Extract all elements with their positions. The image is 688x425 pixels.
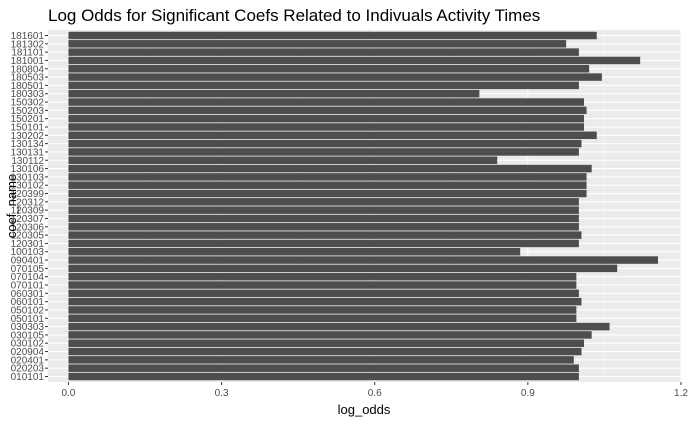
y-tick-label: 181001 <box>11 56 45 67</box>
chart-title: Log Odds for Significant Coefs Related t… <box>48 6 540 25</box>
y-tick-label: 100103 <box>11 247 45 258</box>
bars-group <box>68 31 659 381</box>
bar <box>68 65 590 73</box>
bar <box>68 314 577 323</box>
y-tick-label: 020203 <box>11 364 45 375</box>
bar <box>68 331 592 339</box>
y-tick-label: 030303 <box>11 322 45 333</box>
y-tick-label: 020904 <box>11 347 45 358</box>
y-tick-label: 130102 <box>11 181 45 192</box>
bar <box>68 272 577 281</box>
y-tick-label: 150201 <box>11 114 45 125</box>
y-tick-label: 180501 <box>11 81 45 92</box>
bar <box>68 322 610 331</box>
bar <box>68 98 585 106</box>
bar <box>68 256 659 264</box>
bar <box>68 31 597 40</box>
bar <box>68 156 498 164</box>
bar <box>68 223 579 231</box>
bar <box>68 281 577 289</box>
bar <box>68 48 579 56</box>
bar <box>68 206 579 214</box>
bar <box>68 198 579 206</box>
y-axis-ticks: 0101010202030204010209040301020301050303… <box>11 31 48 383</box>
bar <box>68 40 567 48</box>
y-tick-label: 130134 <box>11 139 45 150</box>
y-tick-label: 181101 <box>11 48 44 59</box>
bar <box>68 289 579 298</box>
y-tick-label: 030105 <box>11 330 45 341</box>
x-tick-label: 0.6 <box>368 388 382 399</box>
bar <box>68 239 579 248</box>
y-tick-label: 050102 <box>11 305 45 316</box>
bar <box>68 164 592 173</box>
y-tick-label: 120301 <box>11 239 45 250</box>
bar <box>68 297 582 306</box>
y-tick-label: 130112 <box>11 156 44 167</box>
bar <box>68 306 577 314</box>
y-tick-label: 070101 <box>11 281 45 292</box>
bar <box>68 356 574 364</box>
bar <box>68 56 641 65</box>
bar <box>68 372 579 381</box>
y-tick-label: 180503 <box>11 73 45 84</box>
y-tick-label: 120307 <box>11 214 45 225</box>
bar <box>68 364 579 372</box>
bar <box>68 123 585 131</box>
y-tick-label: 150101 <box>11 122 45 133</box>
y-tick-label: 181601 <box>11 31 45 42</box>
y-tick-label: 070104 <box>11 272 45 283</box>
y-tick-label: 150302 <box>11 98 45 109</box>
bar <box>68 214 579 223</box>
y-tick-label: 130131 <box>11 147 45 158</box>
bar <box>68 81 579 90</box>
y-tick-label: 180303 <box>11 89 45 100</box>
y-tick-label: 050101 <box>11 314 45 325</box>
y-tick-label: 120309 <box>11 206 45 217</box>
bar <box>68 106 587 115</box>
y-tick-label: 030102 <box>11 339 45 350</box>
bar <box>68 347 582 356</box>
bar <box>68 264 618 273</box>
bar <box>68 131 597 140</box>
y-tick-label: 090401 <box>11 256 45 267</box>
x-tick-label: 0.3 <box>215 388 229 399</box>
y-tick-label: 020401 <box>11 355 45 366</box>
y-axis-title: coef_name <box>4 174 19 238</box>
x-axis-title: log_odds <box>338 402 391 417</box>
bar <box>68 89 480 98</box>
y-tick-label: 181302 <box>11 39 45 50</box>
y-tick-label: 120399 <box>11 189 45 200</box>
bar <box>68 189 587 198</box>
x-tick-label: 0.0 <box>61 388 75 399</box>
y-tick-label: 070105 <box>11 264 45 275</box>
y-tick-label: 130106 <box>11 164 45 175</box>
y-tick-label: 010101 <box>11 372 45 383</box>
y-tick-label: 120312 <box>11 197 45 208</box>
y-tick-label: 150203 <box>11 106 45 117</box>
y-tick-label: 130202 <box>11 131 45 142</box>
bar <box>68 173 587 181</box>
x-axis-ticks: 0.0 0.3 0.6 0.9 1.2 <box>61 382 688 399</box>
y-tick-label: 120306 <box>11 222 45 233</box>
bar <box>68 73 602 81</box>
bar <box>68 114 585 123</box>
y-tick-label: 060101 <box>11 297 45 308</box>
bar <box>68 339 585 347</box>
bar <box>68 231 582 239</box>
bar <box>68 148 579 156</box>
bar <box>68 139 582 148</box>
y-tick-label: 130103 <box>11 172 45 183</box>
x-tick-label: 0.9 <box>521 388 535 399</box>
y-tick-label: 120305 <box>11 231 45 242</box>
y-tick-label: 060301 <box>11 289 45 300</box>
bar <box>68 248 521 256</box>
bar <box>68 181 587 189</box>
x-tick-label: 1.2 <box>674 388 688 399</box>
y-tick-label: 180804 <box>11 64 45 75</box>
